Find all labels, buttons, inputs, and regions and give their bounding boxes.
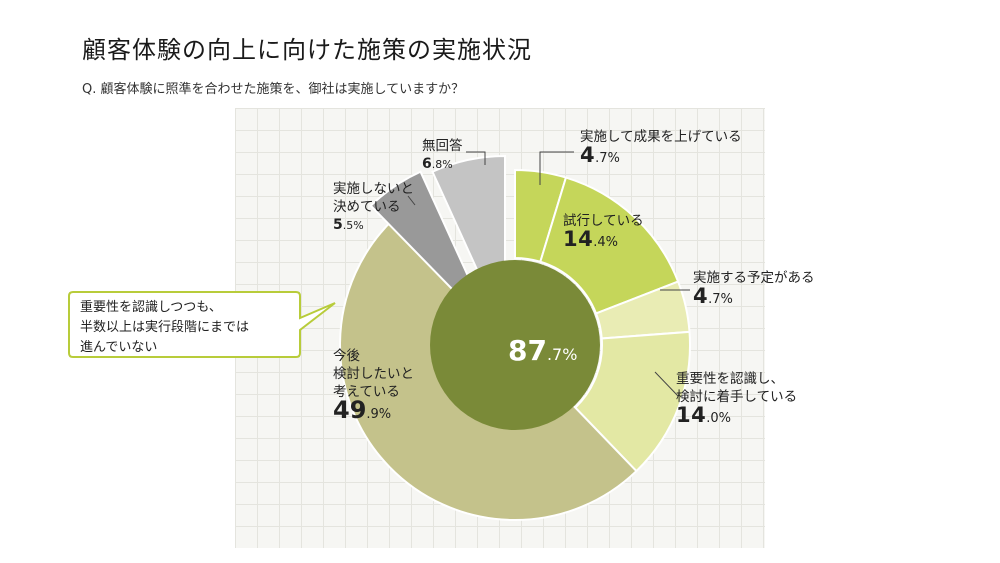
inner-ring-slice: [430, 260, 600, 430]
label-mukaito: 無回答 6.8%: [422, 137, 463, 174]
label-name: 実施しないと: [333, 181, 414, 197]
label-value-int: 14: [563, 227, 594, 251]
callout-line: 進んでいない: [80, 340, 158, 355]
label-kongo: 今後 検討したいと 考えている 49.9%: [333, 347, 414, 424]
callout-line: 重要性を認識しつつも、: [80, 300, 222, 315]
label-name: 検討に着手している: [676, 389, 798, 405]
label-name: 重要性を認識し、: [676, 371, 784, 387]
leader-kento: [654, 371, 679, 397]
label-value-int: 49: [333, 396, 367, 424]
label-value-dec: .0%: [706, 411, 731, 426]
label-seika: 実施して成果を上げている 4.7%: [580, 128, 742, 168]
label-value-dec: .9%: [366, 407, 392, 422]
label-value-int: 14: [676, 403, 707, 427]
label-name: 試行している: [563, 213, 644, 229]
label-value-dec: .5%: [342, 219, 364, 232]
label-shiko: 試行している 14.4%: [563, 212, 644, 252]
label-value-dec: .7%: [595, 151, 620, 166]
label-name: 考えている: [333, 384, 400, 400]
label-value-dec: .7%: [708, 292, 733, 307]
label-name: 実施して成果を上げている: [580, 129, 742, 145]
label-value-int: 4: [580, 143, 596, 167]
label-yotei: 実施する予定がある 4.7%: [693, 269, 815, 309]
center-value-int: 87: [508, 334, 547, 367]
label-value-int: 4: [693, 284, 709, 308]
label-name: 無回答: [422, 138, 463, 154]
label-value-dec: .4%: [593, 235, 618, 250]
center-value-dec: .7%: [546, 345, 578, 364]
label-value-int: 5: [333, 217, 343, 233]
leader-seika: [539, 151, 574, 185]
center-value: 87.7%: [508, 334, 577, 367]
callout-box: [68, 291, 336, 358]
label-name: 実施する予定がある: [693, 270, 815, 286]
question-text: Q. 顧客体験に照準を合わせた施策を、御社は実施していますか？: [82, 82, 465, 97]
label-value-int: 6: [422, 156, 432, 172]
chart-title: 顧客体験の向上に向けた施策の実施状況: [82, 36, 532, 64]
label-value-dec: .8%: [431, 158, 453, 171]
callout-line: 半数以上は実行段階にまでは: [80, 320, 250, 335]
label-name: 決めている: [333, 199, 401, 215]
leader-mukaito: [466, 151, 486, 165]
leader-shinai: [407, 195, 416, 206]
label-name: 検討したいと: [333, 366, 414, 382]
label-kento: 重要性を認識し、 検討に着手している 14.0%: [676, 370, 797, 428]
label-shinai: 実施しないと 決めている 5.5%: [333, 180, 414, 235]
callout-text: 重要性を認識しつつも、 半数以上は実行段階にまでは 進んでいない: [70, 292, 322, 364]
label-name: 今後: [333, 348, 360, 364]
